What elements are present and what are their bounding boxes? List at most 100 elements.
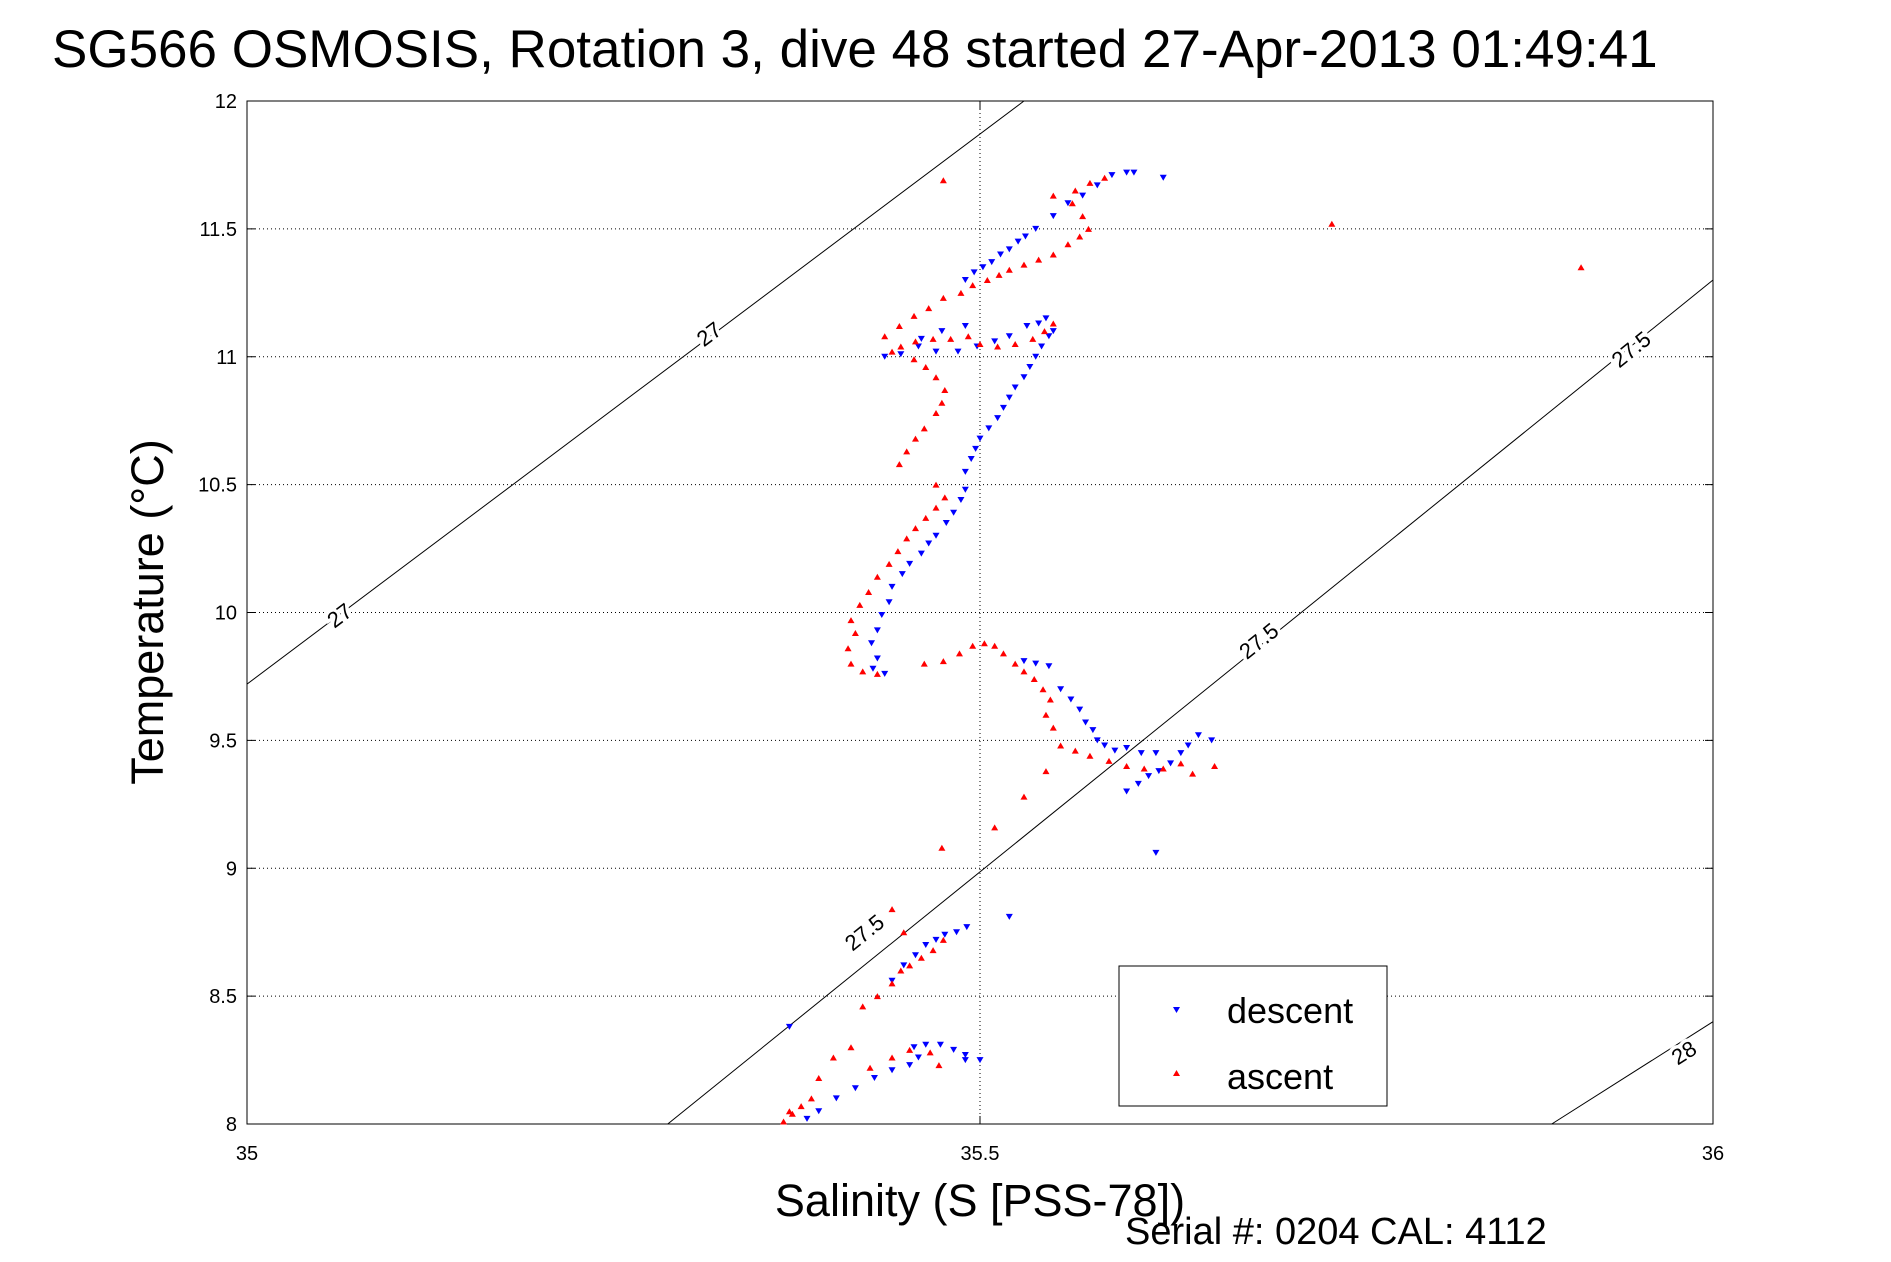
ascent-point <box>969 282 977 289</box>
ascent-point <box>1011 340 1019 347</box>
legend: descent ascent <box>1118 965 1388 1107</box>
ascent-point <box>895 461 903 468</box>
descent-point <box>1079 192 1087 199</box>
descent-point <box>1089 727 1097 734</box>
descent-point <box>914 1054 922 1061</box>
descent-point <box>1035 320 1043 327</box>
ascent-point <box>957 289 965 296</box>
descent-point <box>1137 750 1145 757</box>
ascent-point <box>938 399 946 406</box>
ascent-point <box>881 333 889 340</box>
descent-point <box>1155 768 1163 775</box>
ascent-point <box>1049 192 1057 199</box>
y-tick-label: 9 <box>226 858 237 880</box>
density-contour-line <box>246 100 1025 685</box>
descent-point <box>1023 323 1031 330</box>
descent-point <box>851 1085 859 1092</box>
descent-point <box>953 929 961 936</box>
x-tick-label: 35 <box>236 1143 258 1165</box>
descent-point <box>885 599 893 606</box>
descent-point <box>870 1074 878 1081</box>
descent-point <box>1152 849 1160 856</box>
ascent-point <box>873 573 881 580</box>
descent-point <box>1011 384 1019 391</box>
ascent-point <box>873 993 881 1000</box>
ascent-point <box>920 425 928 432</box>
descent-point <box>941 931 949 938</box>
ascent-point <box>1049 251 1057 258</box>
ascent-point <box>888 906 896 913</box>
ascent-point <box>932 374 940 381</box>
descent-point <box>815 1108 823 1115</box>
ascent-point <box>994 343 1002 350</box>
ascent-point <box>1577 264 1585 271</box>
density-contour-line <box>1551 1021 1714 1125</box>
y-tick-label: 10.5 <box>198 475 237 497</box>
descent-point <box>976 435 984 442</box>
ascent-point <box>866 1064 874 1071</box>
descent-point <box>1049 328 1057 335</box>
descent-point <box>1020 658 1028 665</box>
descent-point <box>1123 788 1131 795</box>
descent-point <box>961 486 969 493</box>
ascent-point <box>929 947 937 954</box>
descent-point <box>917 335 925 342</box>
ascent-point <box>785 1108 793 1115</box>
ascent-point <box>969 642 977 649</box>
ascent-point <box>917 954 925 961</box>
descent-point <box>1032 225 1040 232</box>
density-contour-label: 27 <box>322 598 357 633</box>
descent-point <box>1130 169 1138 176</box>
descent-point <box>972 445 980 452</box>
ascent-point <box>1211 762 1219 769</box>
descent-point <box>1005 913 1013 920</box>
ascent-point <box>906 962 914 969</box>
ascent-point <box>932 481 940 488</box>
ascent-point <box>1071 747 1079 754</box>
ascent-point <box>1177 760 1185 767</box>
descent-point <box>868 640 876 647</box>
descent-point <box>906 1062 914 1069</box>
ascent-point <box>939 658 947 665</box>
descent-point <box>785 1023 793 1030</box>
ascent-point <box>1328 220 1336 227</box>
descent-point <box>1014 238 1022 245</box>
y-tick-label: 10 <box>215 603 237 625</box>
ascent-point <box>903 448 911 455</box>
ascent-point <box>885 560 893 567</box>
descent-point <box>1101 742 1109 749</box>
descent-point <box>1159 174 1167 181</box>
ascent-point <box>947 335 955 342</box>
descent-point <box>991 338 999 345</box>
descent-point <box>1123 745 1131 752</box>
x-tick-label: 36 <box>1702 1143 1724 1165</box>
descent-point <box>954 348 962 355</box>
ascent-point <box>929 335 937 342</box>
descent-point <box>1076 706 1084 713</box>
ascent-point <box>1020 668 1028 675</box>
descent-point <box>976 1057 984 1064</box>
y-axis-ticks: 8 8.5 9 9.5 10 10.5 11 11.5 12 <box>198 91 1713 1136</box>
y-tick-label: 11.5 <box>200 219 237 241</box>
ascent-point <box>932 410 940 417</box>
descent-point <box>997 251 1005 258</box>
ascent-point <box>1123 762 1131 769</box>
descent-point <box>1032 660 1040 667</box>
descent-point <box>910 1044 918 1051</box>
ascent-point <box>844 645 852 652</box>
ascent-point <box>1049 320 1057 327</box>
grid-lines <box>247 101 1713 1124</box>
descent-point <box>950 509 958 516</box>
ascent-point <box>1005 266 1013 273</box>
ascent-point <box>922 363 930 370</box>
descent-point <box>1194 732 1202 739</box>
descent-point <box>1152 750 1160 757</box>
ascent-point <box>865 589 873 596</box>
y-axis-label: Temperature (°C) <box>122 439 173 785</box>
descent-point <box>932 348 940 355</box>
ascent-point <box>1030 675 1038 682</box>
ascent-point <box>925 305 933 312</box>
x-tick-label: 35.5 <box>961 1143 1000 1165</box>
density-contour-label: 27.5 <box>1234 618 1283 664</box>
descent-point <box>970 269 978 276</box>
